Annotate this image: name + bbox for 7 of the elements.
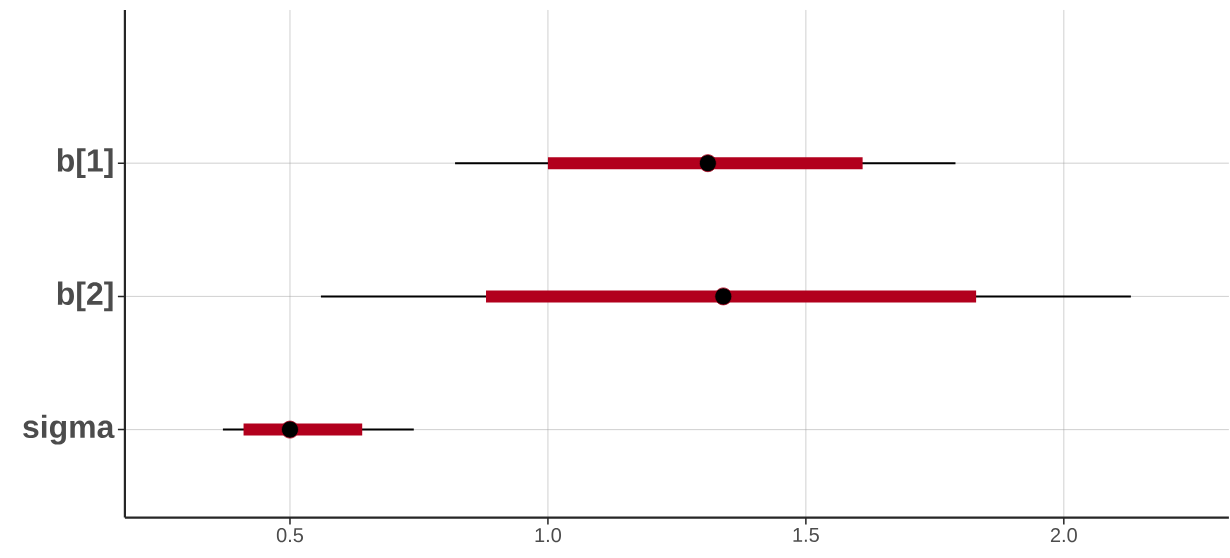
x-tick-label: 1.0 bbox=[535, 527, 562, 542]
y-tick-label: sigma bbox=[23, 414, 115, 445]
x-tick-label: 1.5 bbox=[793, 527, 819, 542]
y-tick-label: b[1] bbox=[57, 148, 113, 178]
x-tick-label: 2.0 bbox=[1050, 527, 1077, 542]
x-tick-label: 0.5 bbox=[276, 527, 304, 542]
y-tick-label: b[2] bbox=[57, 281, 113, 312]
